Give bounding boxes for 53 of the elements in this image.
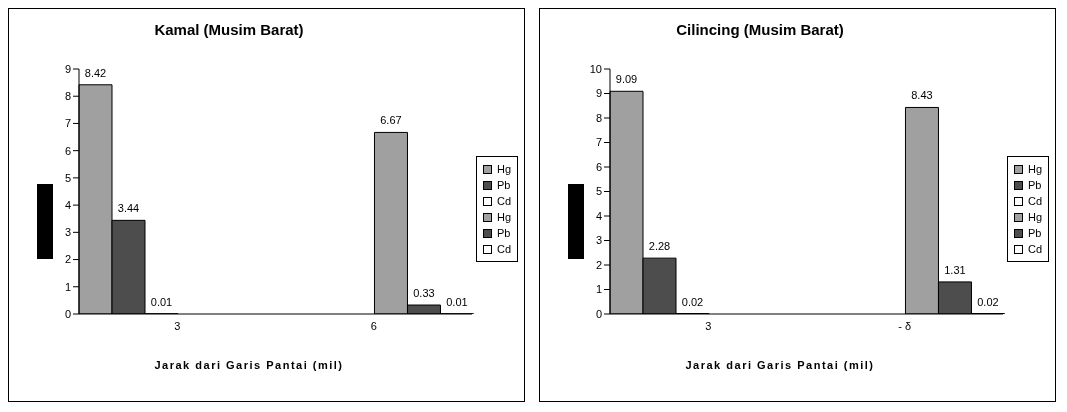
x-tick-label: 3 xyxy=(174,319,181,332)
y-tick-label: 5 xyxy=(595,185,602,198)
x-tick-label: 3 xyxy=(705,319,712,332)
y-tick-label: 4 xyxy=(595,209,602,222)
y-tick-label: 7 xyxy=(595,136,602,149)
y-tick-label: 7 xyxy=(64,117,71,130)
legend-label: Cd xyxy=(1027,194,1042,209)
legend-label: Hg xyxy=(1027,162,1042,177)
data-label: 9.09 xyxy=(615,73,638,86)
legend-label: Pb xyxy=(496,226,511,241)
legend-label: Pb xyxy=(1027,226,1042,241)
x-tick-label: - δ xyxy=(898,319,912,332)
y-tick-label: 2 xyxy=(595,258,602,271)
legend-label: Cd xyxy=(496,194,511,209)
y-tick-label: 3 xyxy=(64,226,71,239)
x-tick-label: 6 xyxy=(370,319,377,332)
data-label: 1.31 xyxy=(944,263,966,276)
y-tick-label: 3 xyxy=(595,234,602,247)
y-tick-label: 9 xyxy=(64,62,71,75)
y-tick-label: 5 xyxy=(64,171,71,184)
y-tick-label: 8 xyxy=(595,111,602,124)
y-tick-label: 1 xyxy=(595,283,602,296)
y-tick-label: 6 xyxy=(64,144,71,157)
data-label: 0.01 xyxy=(150,295,173,308)
chart-title: Cilincing (Musim Barat) xyxy=(675,21,845,38)
y-tick-label: 10 xyxy=(589,62,602,75)
data-label: 0.02 xyxy=(681,295,704,308)
data-label: 0.01 xyxy=(446,295,468,308)
x-axis-title: Jarak dari Garis Pantai (mil) xyxy=(153,359,345,371)
x-axis-title: Jarak dari Garis Pantai (mil) xyxy=(684,359,876,371)
y-tick-label: 0 xyxy=(64,307,71,320)
y-tick-label: 0 xyxy=(595,307,602,320)
y-tick-label: 9 xyxy=(595,87,602,100)
legend-label: Pb xyxy=(496,178,511,193)
data-label: 0.33 xyxy=(413,287,435,300)
legend-label: Hg xyxy=(1027,210,1042,225)
legend-label: Hg xyxy=(496,162,511,177)
data-label: 8.42 xyxy=(84,66,107,79)
legend-label: Pb xyxy=(1027,178,1042,193)
data-label: 2.28 xyxy=(648,240,671,253)
legend-label: Cd xyxy=(496,242,511,257)
data-label: 0.02 xyxy=(977,295,999,308)
data-label: 8.43 xyxy=(911,89,933,102)
legend-label: Hg xyxy=(496,210,511,225)
y-tick-label: 6 xyxy=(595,160,602,173)
chart-title: Kamal (Musim Barat) xyxy=(153,21,305,38)
legend-label: Cd xyxy=(1027,242,1042,257)
y-tick-label: 1 xyxy=(64,280,71,293)
y-tick-label: 8 xyxy=(64,90,71,103)
y-tick-label: 2 xyxy=(64,253,71,266)
data-label: 3.44 xyxy=(117,202,140,215)
data-label: 6.67 xyxy=(380,114,402,127)
y-tick-label: 4 xyxy=(64,199,71,212)
